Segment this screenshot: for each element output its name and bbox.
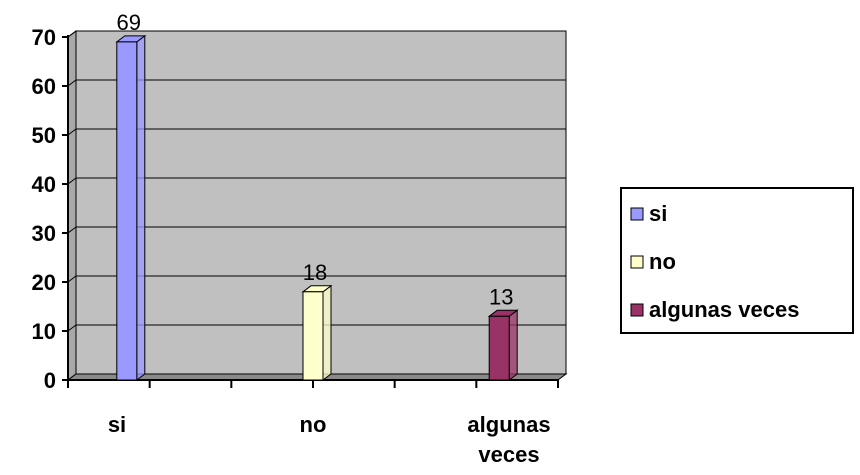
bar	[302, 291, 324, 381]
x-category-label: algunas	[467, 412, 550, 437]
legend-label: si	[649, 201, 667, 226]
x-category-label: si	[108, 412, 126, 437]
y-tick-label: 20	[32, 270, 56, 295]
bar	[488, 315, 510, 381]
data-label: 18	[303, 260, 327, 285]
y-tick-label: 30	[32, 221, 56, 246]
gridline-side	[67, 128, 77, 136]
bar-side	[508, 309, 518, 381]
y-tick-label: 60	[32, 74, 56, 99]
bar-side	[136, 34, 146, 381]
y-tick-label: 70	[32, 25, 56, 50]
legend: si no algunas veces	[620, 187, 854, 334]
x-category-label: veces	[478, 442, 539, 467]
y-tick-label: 10	[32, 319, 56, 344]
legend-swatch	[630, 303, 644, 317]
gridline-side	[67, 275, 77, 283]
x-category-label: no	[300, 412, 327, 437]
bars	[115, 34, 519, 381]
bar-si	[115, 34, 147, 381]
bar-side	[322, 284, 332, 381]
bar-algunas-veces	[487, 309, 519, 381]
y-tick-label: 50	[32, 123, 56, 148]
y-tick-label: 0	[44, 368, 56, 393]
legend-label: no	[649, 249, 676, 274]
gridline-side	[67, 30, 77, 38]
gridline-side	[67, 79, 77, 87]
bar	[116, 41, 138, 381]
legend-box	[620, 187, 854, 334]
gridline-side	[67, 324, 77, 332]
gridline-side	[67, 177, 77, 185]
legend-label: algunas veces	[649, 297, 799, 322]
legend-swatch	[630, 255, 644, 269]
data-label: 13	[489, 284, 513, 309]
data-label: 69	[117, 10, 141, 35]
labels: 0 10 20 30 40 50 60 70 69 18 13 si no algunas veces	[32, 10, 551, 467]
legend-swatch	[630, 207, 644, 221]
bar-no	[301, 284, 333, 381]
y-tick-label: 40	[32, 172, 56, 197]
gridline-side	[67, 226, 77, 234]
